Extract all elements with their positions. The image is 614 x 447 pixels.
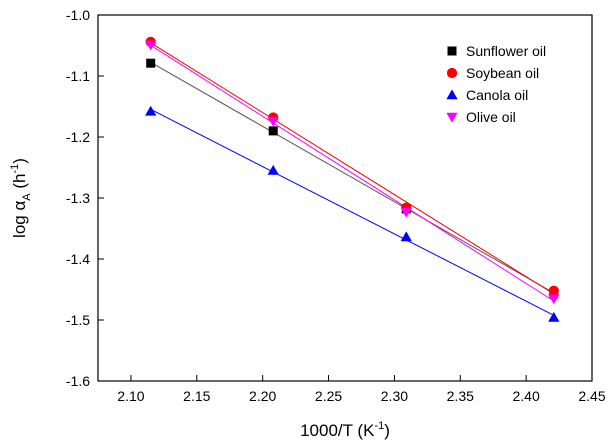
data-point-triangle-down (267, 116, 279, 127)
fit-line-triangle-up (150, 108, 555, 316)
fit-line-circle (150, 42, 555, 295)
y-tick-label: -1.4 (66, 251, 90, 267)
x-tick-label: 2.45 (578, 388, 605, 404)
fit-line-triangle-down (150, 44, 555, 302)
data-point-triangle-up (548, 311, 560, 322)
data-point-square (268, 126, 278, 136)
data-point-triangle-up (267, 164, 279, 175)
legend-marker-square (447, 46, 457, 56)
plot-frame (97, 14, 593, 382)
y-tick-label: -1.3 (66, 190, 90, 206)
data-point-square (146, 58, 156, 68)
legend-label: Soybean oil (466, 65, 539, 81)
legend-marker-triangle-up (446, 89, 458, 100)
fit-lines (150, 42, 555, 316)
y-axis-title: log αA (h-1) (9, 158, 33, 238)
x-tick-label: 2.20 (249, 388, 276, 404)
x-tick-label: 2.40 (513, 388, 540, 404)
x-tick-label: 2.30 (381, 388, 408, 404)
data-point-triangle-up (145, 105, 157, 116)
legend: Sunflower oil Soybean oil Canola oil Olive … (446, 43, 546, 125)
legend-label: Canola oil (466, 87, 528, 103)
legend-marker-circle (446, 67, 458, 79)
y-tick-label: -1.0 (66, 7, 90, 23)
y-tick-label: -1.2 (66, 129, 90, 145)
y-tick-label: -1.5 (66, 312, 90, 328)
data-point-triangle-down (145, 40, 157, 51)
x-tick-label: 2.10 (117, 388, 144, 404)
x-axis-unit-exponent: -1 (374, 420, 384, 432)
x-tick-label: 2.25 (315, 388, 342, 404)
y-axis-unit-exponent: -1 (9, 164, 21, 174)
legend-label: Olive oil (466, 109, 516, 125)
data-point-triangle-down (400, 207, 412, 218)
legend-marker-triangle-down (446, 112, 458, 123)
data-point-circle (548, 285, 559, 296)
y-axis-subscript: A (21, 193, 33, 201)
data-point-triangle-up (400, 231, 412, 242)
x-tick-label: 2.15 (183, 388, 210, 404)
legend-label: Sunflower oil (466, 43, 546, 59)
y-tick-label: -1.1 (66, 68, 90, 84)
fit-line-square (150, 61, 555, 294)
data-markers (145, 36, 560, 322)
y-tick-label: -1.6 (66, 373, 90, 389)
data-point-triangle-down (548, 294, 560, 305)
x-axis-title: 1000/T (K-1) (300, 420, 390, 440)
x-tick-label: 2.35 (447, 388, 474, 404)
axis-ticks: 2.10 2.15 2.20 2.25 2.30 2.35 2.40 2.45 -1.6 -1.5… (66, 7, 606, 404)
